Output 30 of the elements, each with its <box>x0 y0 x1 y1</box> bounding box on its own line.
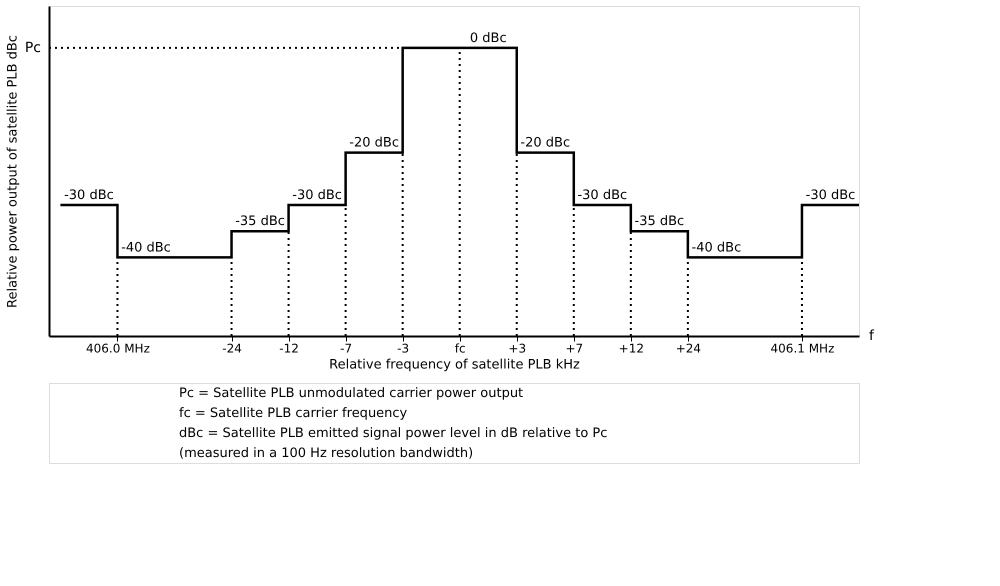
data-label: 0 dBc <box>470 30 507 46</box>
data-label: -40 dBc <box>692 240 742 256</box>
x-tick-label: -3 <box>397 342 410 356</box>
x-tick-label: -12 <box>279 342 299 356</box>
text: Pc = Satellite PLB unmodulated carrier power output <box>179 386 524 401</box>
x-tick-label: fc <box>454 342 466 356</box>
data-label: -30 dBc <box>292 188 342 204</box>
y-axis-title: Relative power output of satellite PLB dBc <box>6 35 20 308</box>
data-label: -35 dBc <box>634 214 684 230</box>
text: fc = Satellite PLB carrier frequency <box>179 406 408 421</box>
x-tick-label: +3 <box>508 342 526 356</box>
data-label: -35 dBc <box>235 214 285 230</box>
x-tick-label: 406.0 MHz <box>86 342 150 356</box>
x-axis-title: Relative frequency of satellite PLB kHz <box>329 358 580 372</box>
x-tick-label: 406.1 MHz <box>770 342 834 356</box>
data-label: -30 dBc <box>577 188 628 204</box>
x-tick-label: -24 <box>222 342 242 356</box>
data-label: -30 dBc <box>806 188 856 204</box>
data-label: -30 dBc <box>64 188 114 204</box>
data-label: -40 dBc <box>121 240 171 256</box>
text: dBc = Satellite PLB emitted signal power level in dB relative to Pc <box>179 426 608 441</box>
text: f <box>869 328 875 344</box>
x-tick-label: +7 <box>565 342 584 356</box>
data-label: -20 dBc <box>520 136 570 151</box>
data-label: -20 dBc <box>349 136 399 151</box>
x-tick-label: +24 <box>676 342 702 356</box>
text: Pc <box>24 40 41 56</box>
x-tick-label: -7 <box>340 342 352 356</box>
text: (measured in a 100 Hz resolution bandwidth) <box>179 446 474 461</box>
x-tick-label: +12 <box>618 342 644 356</box>
